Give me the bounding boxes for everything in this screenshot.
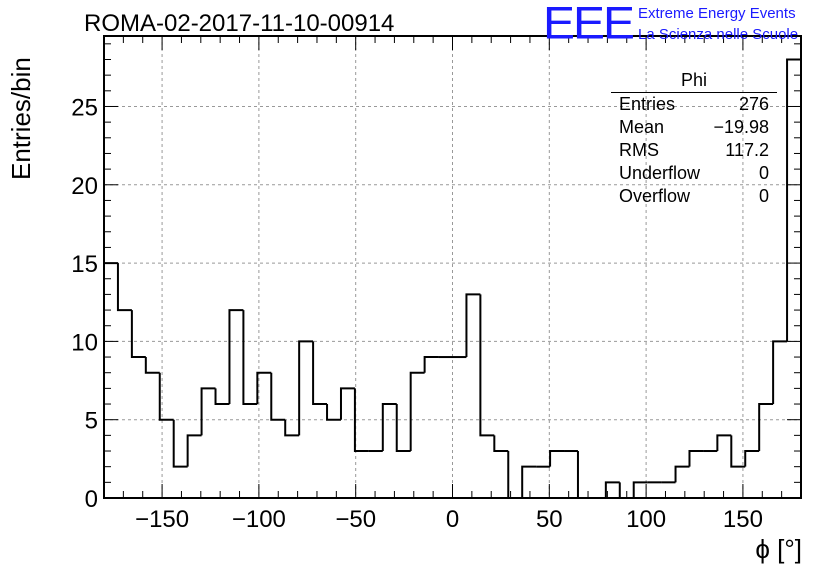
- histogram-bin: [744, 450, 760, 467]
- stats-value: −19.98: [713, 117, 769, 137]
- histogram-bin: [758, 403, 774, 452]
- stats-row-rms: RMS 117.2: [611, 139, 777, 162]
- histogram-bin: [186, 434, 202, 467]
- histogram-bin: [674, 465, 690, 483]
- stats-value: 276: [738, 94, 769, 114]
- stats-label: Mean: [619, 117, 665, 137]
- histogram-bin: [339, 387, 355, 420]
- stats-label: RMS: [619, 140, 659, 160]
- y-tick-label: 10: [71, 329, 98, 356]
- x-tick-label: 0: [446, 506, 459, 533]
- x-axis-label: ϕ [°]: [755, 534, 802, 564]
- eee-logo: EEE: [543, 0, 635, 49]
- y-tick-label: 25: [71, 94, 98, 121]
- x-tick-label: 50: [536, 506, 563, 533]
- stats-label: Entries: [619, 94, 676, 114]
- histogram-bin: [730, 435, 746, 468]
- histogram-bin: [576, 451, 592, 499]
- histogram-bin: [716, 434, 732, 452]
- x-tick-label: −100: [232, 506, 286, 533]
- histogram-bin: [103, 262, 118, 498]
- x-tick-label: 150: [723, 506, 763, 533]
- histogram-bin: [465, 293, 481, 358]
- stats-row-underflow: Underflow 0: [611, 162, 777, 185]
- histogram-bin: [158, 372, 174, 421]
- histogram-bin: [423, 356, 439, 373]
- histogram-bin: [632, 481, 648, 498]
- logo-line-1: Extreme Energy Events: [638, 5, 796, 22]
- histogram-bin: [772, 340, 788, 405]
- histogram-bin: [200, 387, 216, 436]
- x-tick-label: 100: [626, 506, 666, 533]
- y-axis-label: Entries/bin: [6, 57, 36, 180]
- histogram-bin: [688, 450, 704, 467]
- stats-label: Overflow: [619, 186, 691, 206]
- x-tick-label: −150: [135, 506, 189, 533]
- stats-value: 117.2: [725, 140, 769, 160]
- histogram-bin: [312, 341, 328, 406]
- stats-row-overflow: Overflow 0: [611, 185, 777, 208]
- stats-box: Phi Entries 276 Mean −19.98 RMS 117.2 Un…: [611, 70, 777, 208]
- y-tick-label: 5: [85, 408, 98, 435]
- histogram-bin: [381, 403, 397, 452]
- histogram-bin: [409, 371, 425, 452]
- histogram-bin: [130, 310, 146, 359]
- histogram-bin: [507, 451, 523, 499]
- histogram-bin: [116, 263, 132, 312]
- stats-value: 0: [758, 163, 769, 183]
- x-tick-label: −50: [335, 506, 376, 533]
- y-tick-label: 0: [85, 486, 98, 513]
- stats-title: Phi: [611, 70, 777, 93]
- logo-line-2: La Scienza nelle Scuole: [638, 26, 799, 43]
- histogram-bin: [493, 435, 509, 453]
- stats-row-mean: Mean −19.98: [611, 116, 777, 139]
- histogram-bin: [256, 371, 272, 405]
- histogram-bin: [242, 310, 258, 406]
- histogram-bin: [549, 450, 565, 467]
- histogram-bin: [604, 481, 620, 498]
- histogram-bin: [228, 309, 244, 405]
- histogram-bin: [270, 372, 286, 421]
- logo-caption: Extreme Energy Events La Scienza nelle S…: [638, 3, 798, 45]
- histogram-bin: [214, 388, 230, 406]
- histogram-bin: [172, 419, 188, 468]
- histogram-bin: [521, 465, 537, 498]
- histogram-bin: [395, 404, 411, 453]
- stats-row-entries: Entries 276: [611, 93, 777, 116]
- histogram-bin: [353, 388, 369, 453]
- histogram-bin: [479, 294, 495, 437]
- histogram-bin: [298, 340, 314, 436]
- histogram-bin: [144, 357, 160, 374]
- histogram-bin: [326, 404, 341, 421]
- histogram-bin: [284, 419, 300, 437]
- chart-title: ROMA-02-2017-11-10-00914: [84, 10, 395, 37]
- y-tick-label: 15: [71, 251, 98, 278]
- y-tick-label: 20: [71, 173, 98, 200]
- stats-value: 0: [758, 186, 769, 206]
- stats-label: Underflow: [619, 163, 701, 183]
